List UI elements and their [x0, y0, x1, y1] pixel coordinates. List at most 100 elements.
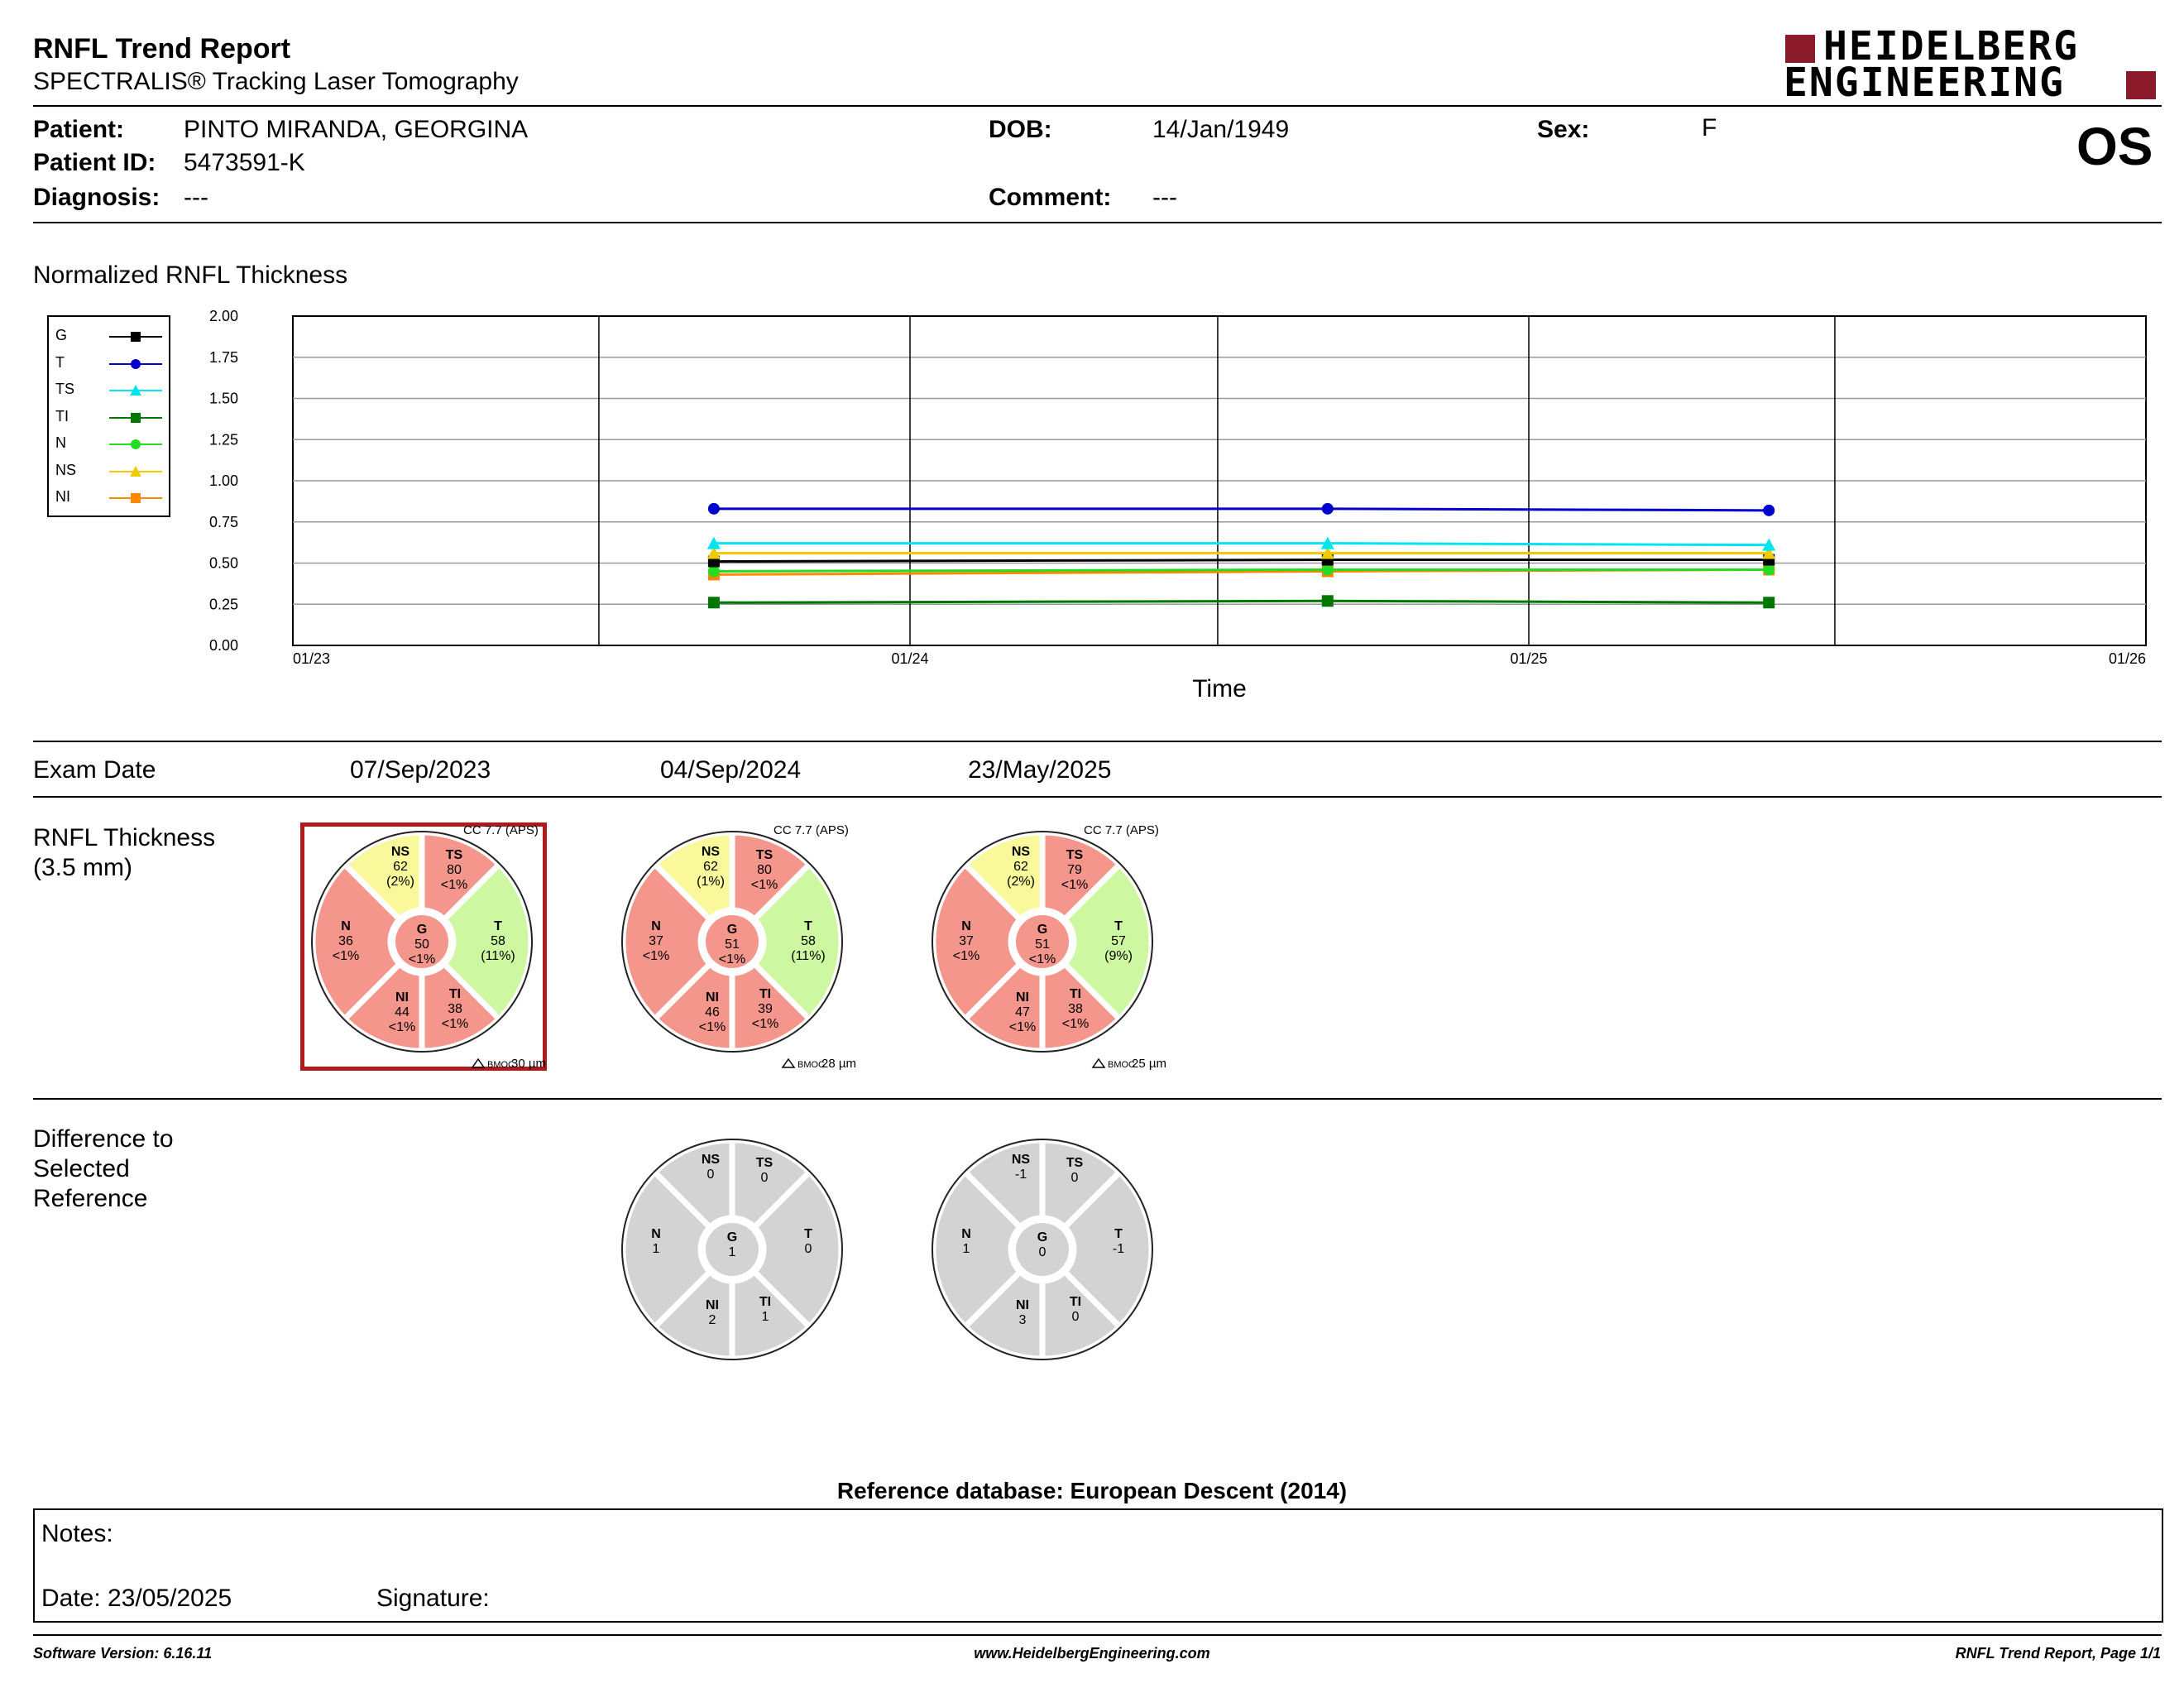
- rnfl-label-2: (3.5 mm): [33, 854, 132, 881]
- sector-name-ns: NS: [1012, 845, 1031, 859]
- sex-value: F: [1702, 114, 1717, 141]
- sector-pct-g: <1%: [409, 952, 435, 966]
- sector-ts: [1039, 1137, 1124, 1232]
- logo-block-bottom: [2126, 71, 2156, 99]
- exam-date-3: 23/May/2025: [968, 756, 1112, 784]
- sector-g: [1016, 1223, 1069, 1276]
- x-tick-label: 01/24: [891, 650, 928, 667]
- sector-name-ti: TI: [759, 1295, 771, 1309]
- patient-id-label: Patient ID:: [33, 149, 156, 176]
- sector-ni: [960, 1267, 1046, 1362]
- sector-pct-ni: <1%: [699, 1020, 726, 1034]
- x-tick-label: 01/26: [2109, 650, 2146, 667]
- sector-name-ti: TI: [449, 987, 461, 1001]
- dob-value: 14/Jan/1949: [1152, 116, 1290, 143]
- sector-pct-g: <1%: [719, 952, 745, 966]
- sector-name-t: T: [804, 1227, 812, 1241]
- y-tick-label: 0.00: [209, 637, 238, 654]
- sector-ni: [650, 959, 735, 1054]
- sector-value-ni: 44: [395, 1005, 410, 1019]
- legend-label-t: T: [55, 353, 65, 371]
- sector-name-ts: TS: [756, 848, 774, 862]
- legend-label-ti: TI: [55, 407, 69, 424]
- sector-t: [750, 1168, 845, 1331]
- legend-label-n: N: [55, 434, 66, 451]
- legend-label-ts: TS: [55, 381, 75, 397]
- sector-name-ts: TS: [1066, 848, 1084, 862]
- series-point-ns: [1762, 546, 1776, 559]
- bmoc-prefix: BMOC: [797, 1060, 825, 1070]
- rnfl-pie-exam-2[interactable]: T58(11%)TI39<1%NI46<1%N37<1%NS62(1%)TS80…: [616, 819, 864, 1076]
- patient-id: 5473591-K: [184, 149, 305, 176]
- sector-pct-g: <1%: [1029, 952, 1056, 966]
- sector-value-ti: 39: [758, 1002, 773, 1016]
- series-point-n: [707, 565, 720, 578]
- sector-t: [439, 860, 534, 1024]
- delta-icon: [781, 1057, 796, 1068]
- sector-name-ts: TS: [756, 1156, 774, 1170]
- heidelberg-logo: HEIDELBERG ENGINEERING: [1780, 25, 2161, 104]
- sector-n: [620, 860, 715, 1024]
- sector-ts: [729, 1137, 814, 1232]
- sex-label: Sex:: [1537, 116, 1590, 143]
- patient-name: PINTO MIRANDA, GEORGINA: [184, 116, 529, 143]
- difference-label-1: Difference to: [33, 1125, 174, 1153]
- pie-outline: [621, 1139, 843, 1360]
- chart-divider: [33, 741, 2162, 742]
- series-point-t: [707, 502, 720, 515]
- sector-name-ns: NS: [702, 1153, 721, 1167]
- chart-legend: G T TS TI N NS NI: [47, 315, 170, 517]
- bmoc-value: 25 µm: [1132, 1057, 1166, 1071]
- x-tick-label: 01/23: [293, 650, 330, 667]
- rnfl-pie-exam-3[interactable]: T57(9%)TI38<1%NI47<1%N37<1%NS62(2%)TS79<…: [927, 819, 1175, 1076]
- sector-name-ns: NS: [1012, 1153, 1031, 1167]
- sector-pct-ni: <1%: [389, 1020, 415, 1034]
- sector-pct-n: <1%: [643, 949, 669, 963]
- sector-g: [395, 915, 448, 968]
- sector-value-ts: 79: [1067, 863, 1082, 877]
- cc-label: CC 7.7 (APS): [774, 823, 849, 837]
- sector-pct-t: (11%): [791, 949, 826, 963]
- sector-pct-ns: (1%): [697, 875, 725, 889]
- footer-divider: [33, 1634, 2162, 1636]
- delta-icon: [1091, 1057, 1106, 1068]
- y-tick-label: 0.25: [209, 596, 238, 612]
- legend-marker-shape-ns: [130, 465, 141, 477]
- sector-value-n: 36: [338, 934, 353, 948]
- sector-name-g: G: [1037, 923, 1047, 937]
- rnfl-divider: [33, 1098, 2162, 1100]
- sector-pct-n: <1%: [953, 949, 979, 963]
- legend-label-ns: NS: [55, 461, 77, 478]
- sector-value-g: 0: [1039, 1245, 1046, 1259]
- sector-pct-ti: <1%: [442, 1017, 468, 1031]
- sector-ts: [729, 829, 814, 924]
- sector-ti: [729, 1267, 814, 1362]
- logo-line-1: HEIDELBERG: [1823, 23, 2079, 70]
- sector-name-ni: NI: [1016, 1298, 1029, 1312]
- sector-ts: [1039, 829, 1124, 924]
- series-point-n: [1763, 563, 1775, 576]
- sector-ti: [729, 959, 814, 1054]
- series-point-ts: [1320, 536, 1334, 549]
- sector-pct-ts: <1%: [441, 878, 467, 892]
- website[interactable]: www.HeidelbergEngineering.com: [974, 1645, 1210, 1662]
- sector-pct-ti: <1%: [752, 1017, 778, 1031]
- sector-value-t: 0: [805, 1242, 812, 1256]
- sector-value-ns: 0: [707, 1168, 715, 1182]
- rnfl-pie-exam-1[interactable]: T58(11%)TI38<1%NI44<1%N36<1%NS62(2%)TS80…: [306, 819, 554, 1076]
- patient-divider: [33, 222, 2162, 223]
- sector-ns: [650, 1137, 735, 1232]
- sector-pct-ni: <1%: [1009, 1020, 1036, 1034]
- sector-value-n: 37: [649, 934, 663, 948]
- legend-marker-shape-t: [131, 358, 141, 369]
- bmoc-value: 28 µm: [821, 1057, 856, 1071]
- legend-marker-ti: [131, 412, 141, 423]
- sector-ns: [960, 1137, 1046, 1232]
- y-tick-label: 2.00: [209, 308, 238, 324]
- sector-value-ti: 38: [1068, 1002, 1083, 1016]
- dob-label: DOB:: [989, 116, 1052, 143]
- selected-reference-frame: [300, 822, 547, 1071]
- diagnosis-label: Diagnosis:: [33, 184, 160, 211]
